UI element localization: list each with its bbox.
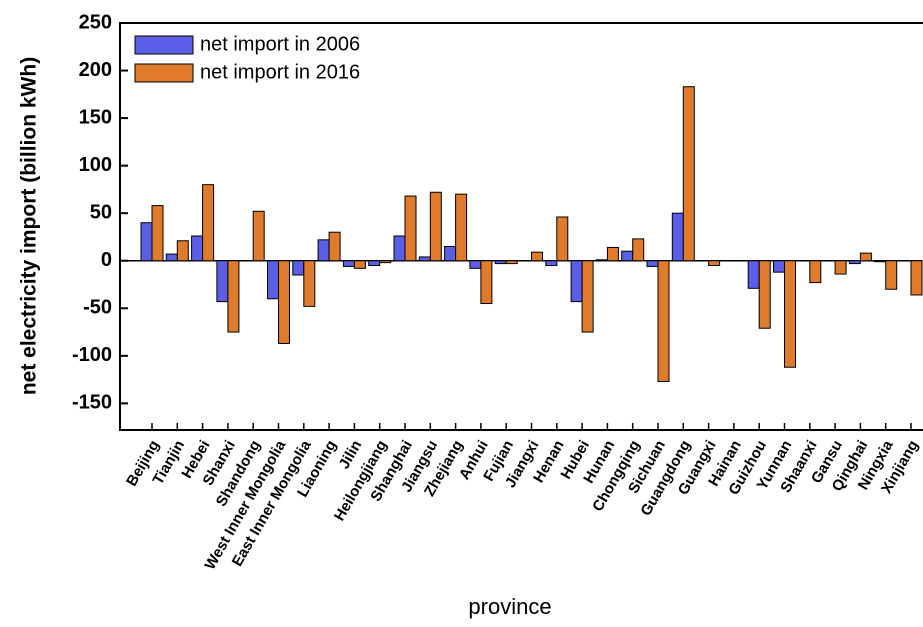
bar	[227, 260, 240, 333]
bar	[429, 191, 442, 262]
y-tick-label: 0	[101, 249, 112, 271]
bar	[292, 260, 305, 276]
bar	[393, 235, 406, 262]
y-tick-label: -150	[72, 392, 112, 414]
bar	[657, 260, 670, 383]
bar	[317, 239, 330, 262]
bar	[747, 260, 760, 289]
bar	[671, 212, 684, 262]
bar	[606, 246, 619, 262]
bar	[632, 238, 645, 262]
bar	[342, 260, 355, 267]
x-axis-label: province	[468, 594, 551, 619]
bar	[368, 260, 381, 266]
legend-swatch	[134, 35, 194, 55]
bar	[151, 205, 164, 262]
bar	[140, 222, 153, 262]
bar	[353, 260, 366, 269]
bar	[455, 193, 468, 262]
bar	[570, 260, 583, 303]
bar	[646, 260, 659, 267]
bar	[176, 240, 189, 262]
bar	[556, 216, 569, 262]
y-tick-label: 150	[79, 106, 112, 128]
bar	[885, 260, 898, 290]
plot-frame	[119, 22, 923, 431]
bar	[595, 259, 608, 262]
bar	[379, 260, 392, 264]
bar	[834, 260, 847, 275]
bar	[252, 210, 265, 262]
y-tick-label: 200	[79, 59, 112, 81]
bar	[418, 256, 431, 262]
bar	[404, 195, 417, 262]
bar	[165, 253, 178, 262]
bar	[874, 260, 887, 263]
bar	[278, 260, 290, 344]
bar	[267, 260, 279, 300]
y-tick-label: 50	[90, 201, 112, 223]
bar	[581, 260, 594, 333]
bar	[848, 260, 861, 265]
bar	[444, 245, 457, 262]
legend-label: net import in 2016	[200, 61, 360, 83]
bar	[758, 260, 771, 329]
bar	[545, 260, 558, 266]
bar	[328, 231, 341, 262]
y-tick-label: 250	[79, 11, 112, 33]
legend-label: net import in 2006	[200, 33, 360, 55]
legend-swatch	[134, 63, 194, 83]
y-tick-label: -50	[83, 297, 112, 319]
bar	[505, 260, 518, 265]
bar	[773, 260, 785, 273]
bar	[859, 252, 872, 262]
bar	[494, 260, 507, 265]
bar	[202, 184, 215, 262]
y-tick-label: -100	[72, 344, 112, 366]
bar	[303, 260, 316, 307]
bar	[621, 250, 634, 262]
bar	[480, 260, 493, 305]
bar	[809, 260, 822, 284]
bar	[469, 260, 482, 269]
bar	[682, 86, 695, 262]
bar	[216, 260, 229, 303]
bar	[531, 251, 543, 262]
y-axis-label: net electricity import (billion kWh)	[18, 57, 41, 395]
bar	[191, 235, 204, 262]
bar	[708, 260, 721, 266]
y-tick-label: 100	[79, 154, 112, 176]
bar	[910, 260, 923, 296]
bar	[784, 260, 796, 368]
